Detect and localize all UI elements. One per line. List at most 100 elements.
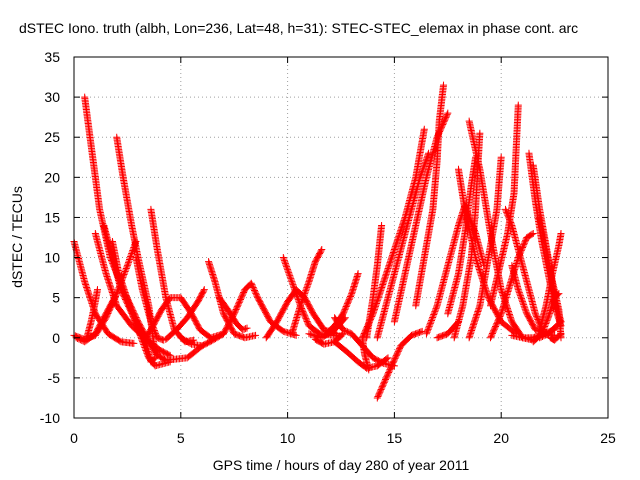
y-tick-label: 30 [44,89,60,105]
data-point [454,318,462,326]
data-point [304,319,312,327]
data-point [130,314,138,322]
data-point [317,247,325,255]
y-tick-label: -10 [40,410,60,426]
data-point [339,326,347,334]
data-series [536,229,565,334]
data-point [291,287,299,295]
data-point [347,291,355,299]
data-point [521,304,529,312]
data-point [343,328,351,336]
data-point [130,315,138,323]
data-point [368,311,376,319]
data-point [440,81,448,89]
data-point [93,286,101,294]
data-point [240,325,248,333]
data-point [141,343,149,351]
data-point [300,291,308,299]
data-point [424,152,432,160]
data-point [129,311,137,319]
data-point [418,167,426,175]
data-point [284,266,292,274]
data-point [528,230,536,238]
data-point [541,322,549,330]
x-tick-label: 10 [280,430,296,446]
data-point [200,287,208,295]
data-point [303,284,311,292]
data-point [538,332,546,340]
data-point [522,236,530,244]
data-series [108,238,174,370]
data-point [252,291,260,299]
data-point [423,328,431,336]
data-point [279,254,287,262]
data-point [152,329,160,337]
data-point [136,332,144,340]
data-point [429,314,437,322]
data-point [557,330,565,338]
data-point [129,312,137,320]
data-point [304,279,312,287]
data-series [450,129,484,342]
data-point [249,282,257,290]
data-point [529,229,537,237]
data-point [122,266,130,274]
data-point [555,290,563,298]
data-point [541,321,549,329]
data-point [239,326,247,334]
data-point [520,301,528,309]
data-point [76,336,84,344]
data-point [288,279,296,287]
data-point [425,322,433,330]
data-point [426,319,434,327]
data-point [280,257,288,265]
data-point [301,312,309,320]
data-point [476,129,484,137]
x-tick-label: 20 [493,430,509,446]
data-point [299,294,307,302]
data-point [554,291,562,299]
data-point [292,331,300,339]
chart-title: dSTEC Iono. truth (albh, Lon=236, Lat=48… [19,20,578,36]
data-point [288,278,296,286]
data-point [292,290,300,298]
data-point [123,263,131,271]
data-series [331,314,398,370]
data-point [502,207,510,215]
axis-ticks: 0 5 10 15 20 25 -10 -5 0 5 10 15 20 25 30 35 [40,49,616,446]
data-point [127,305,135,313]
data-point [126,256,134,264]
data-point [520,302,528,310]
data-point [135,327,143,335]
data-point [423,154,431,162]
x-tick-label: 15 [387,430,403,446]
data-point [454,319,462,327]
data-point [127,253,135,261]
data-point [429,312,437,320]
data-point [542,318,550,326]
data-point [130,339,138,347]
data-series [205,258,260,342]
data-point [135,329,143,337]
data-point [121,269,129,277]
plot-frame [73,56,609,419]
data-series [358,334,373,374]
y-axis-label: dSTEC / TECUs [9,186,25,288]
data-point [540,324,548,332]
data-point [126,254,134,262]
data-point [292,288,300,296]
data-point [365,366,373,374]
data-point [426,321,434,329]
data-point [345,297,353,305]
data-series [83,286,101,342]
data-point [517,293,525,301]
data-point [129,247,137,255]
data-point [120,270,128,278]
data-point [556,319,564,327]
data-point [519,298,527,306]
y-tick-label: 10 [44,250,60,266]
data-point [283,264,291,272]
data-point [519,244,527,252]
data-point [190,336,198,344]
